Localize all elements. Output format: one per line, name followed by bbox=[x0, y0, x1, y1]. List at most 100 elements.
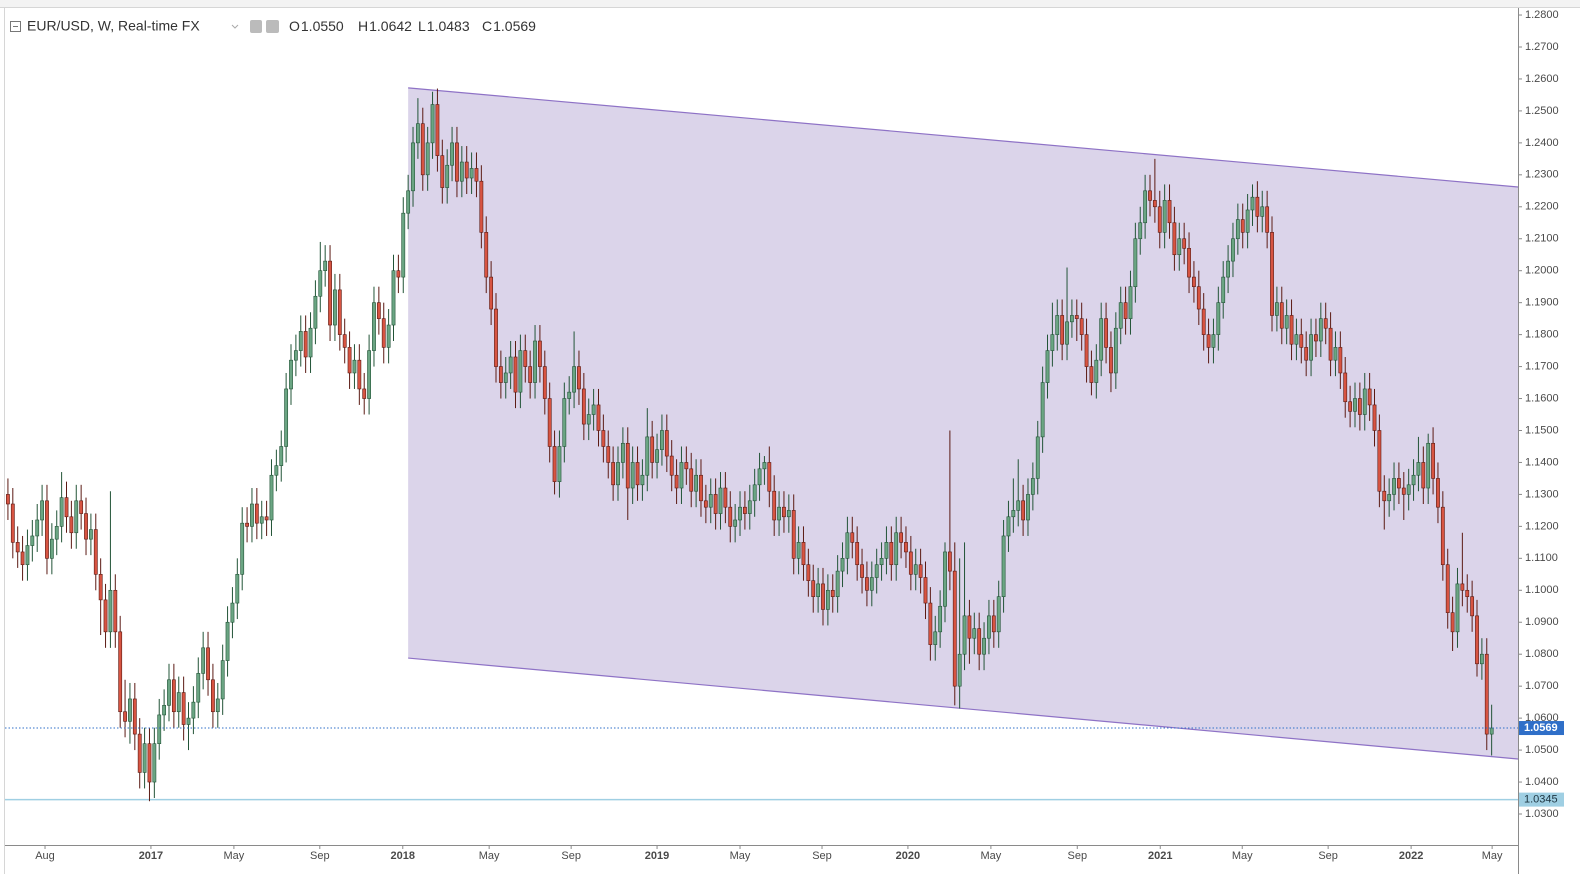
candle-body-up bbox=[293, 350, 298, 361]
candle-body-up bbox=[401, 212, 406, 278]
x-tick-label: May bbox=[730, 850, 751, 862]
candle-body-up bbox=[938, 605, 943, 633]
candle-body-down bbox=[699, 474, 703, 502]
ohlc-item: O1.0550 bbox=[289, 18, 344, 34]
candle-body-down bbox=[69, 516, 74, 534]
candle-body-down bbox=[606, 446, 611, 463]
candle-body-down bbox=[889, 542, 894, 566]
candle-body-up bbox=[786, 510, 791, 518]
candle-body-up bbox=[738, 506, 742, 521]
candle-body-up bbox=[250, 503, 254, 527]
ohlc-legend: O1.0550 H1.0642 L1.0483 C1.0569 bbox=[289, 18, 536, 34]
candle-body-up bbox=[1026, 494, 1030, 521]
candle-body-down bbox=[811, 580, 816, 597]
settings-icon[interactable] bbox=[266, 20, 279, 33]
candle-body-up bbox=[567, 391, 572, 399]
candle-body-down bbox=[801, 542, 806, 566]
candle-body-down bbox=[1148, 190, 1152, 201]
y-tick-label: 1.2000 bbox=[1525, 265, 1559, 277]
candle-body-down bbox=[611, 462, 616, 486]
candle-body-down bbox=[1167, 200, 1172, 224]
candle-body-up bbox=[1050, 334, 1055, 351]
candle-body-up bbox=[35, 519, 40, 537]
candle-body-up bbox=[1353, 398, 1357, 412]
candle-body-up bbox=[1250, 196, 1255, 211]
candle-body-up bbox=[1113, 327, 1118, 374]
x-tick-label: Sep bbox=[812, 850, 832, 862]
symbol-title[interactable]: EUR/USD, W, Real-time FX bbox=[27, 18, 200, 34]
candle-body-down bbox=[689, 468, 694, 492]
candle-body-up bbox=[88, 529, 93, 540]
candle-body-down bbox=[1328, 327, 1333, 361]
y-tick-label: 1.2300 bbox=[1525, 169, 1559, 181]
eye-icon[interactable] bbox=[250, 20, 262, 33]
candle-body-down bbox=[147, 743, 152, 783]
candle-body-up bbox=[1133, 238, 1138, 287]
candle-body-down bbox=[1265, 206, 1270, 233]
candle-body-down bbox=[264, 516, 269, 521]
candle-body-down bbox=[928, 602, 933, 645]
candle-body-up bbox=[279, 446, 284, 466]
candle-body-up bbox=[679, 462, 684, 489]
candle-body-up bbox=[1284, 315, 1289, 329]
channel-lower bbox=[408, 657, 1519, 760]
ohlc-key: L bbox=[418, 18, 426, 34]
candle-body-down bbox=[542, 366, 547, 399]
candle-body-up bbox=[386, 324, 391, 348]
top-strip bbox=[0, 0, 1580, 7]
x-tick-label: 2022 bbox=[1399, 850, 1423, 862]
candle-body-down bbox=[923, 577, 928, 604]
title-dropdown[interactable] bbox=[231, 24, 239, 29]
y-tick-label: 1.1600 bbox=[1525, 392, 1559, 404]
y-tick-label: 1.0900 bbox=[1525, 616, 1559, 628]
candle-body-down bbox=[113, 589, 118, 633]
candle-body-up bbox=[586, 414, 591, 425]
candle-body-up bbox=[108, 589, 113, 633]
candle-body-down bbox=[484, 232, 489, 278]
candle-body-up bbox=[450, 142, 454, 166]
candle-body-down bbox=[489, 276, 494, 310]
candle-body-down bbox=[703, 500, 708, 508]
candle-body-down bbox=[1338, 347, 1343, 374]
candle-body-down bbox=[806, 564, 811, 582]
y-tick-label: 1.2100 bbox=[1525, 233, 1559, 245]
y-tick-label: 1.2500 bbox=[1525, 105, 1559, 117]
candle-body-down bbox=[1270, 232, 1274, 316]
candle-body-down bbox=[850, 532, 855, 543]
candle-body-up bbox=[430, 104, 435, 144]
candle-body-down bbox=[64, 497, 69, 518]
last-price-label: 1.0569 bbox=[1524, 722, 1558, 734]
candle-body-up bbox=[835, 570, 840, 597]
x-tick-label: May bbox=[980, 850, 1001, 862]
candle-body-down bbox=[601, 430, 606, 447]
candle-body-down bbox=[1201, 308, 1206, 335]
candle-body-down bbox=[674, 474, 679, 489]
candle-body-down bbox=[967, 615, 972, 639]
x-tick-label: May bbox=[479, 850, 500, 862]
candle-body-up bbox=[747, 500, 752, 514]
candle-body-down bbox=[479, 180, 484, 233]
candle-body-down bbox=[98, 574, 103, 601]
candle-body-up bbox=[913, 564, 918, 575]
candle-body-down bbox=[181, 692, 186, 725]
candle-body-up bbox=[1231, 238, 1235, 262]
candle-body-down bbox=[538, 340, 542, 367]
x-tick-label: Sep bbox=[310, 850, 330, 862]
candle-body-down bbox=[952, 570, 957, 687]
candle-body-up bbox=[518, 350, 523, 393]
candle-body-down bbox=[791, 510, 796, 559]
ohlc-key: O bbox=[289, 18, 300, 34]
candle-body-up bbox=[313, 295, 318, 329]
x-tick-label: 2017 bbox=[139, 850, 163, 862]
candle-body-down bbox=[664, 430, 669, 457]
candle-body-down bbox=[1475, 615, 1479, 665]
candle-body-up bbox=[230, 602, 235, 623]
candle-body-down bbox=[625, 442, 630, 489]
plot-area bbox=[5, 87, 1519, 802]
candle-body-down bbox=[1431, 442, 1435, 479]
candle-body-down bbox=[362, 388, 367, 399]
x-tick-label: Sep bbox=[561, 850, 581, 862]
candle-body-down bbox=[171, 679, 176, 713]
candle-body-down bbox=[1401, 487, 1406, 495]
candle-body-up bbox=[191, 701, 196, 719]
